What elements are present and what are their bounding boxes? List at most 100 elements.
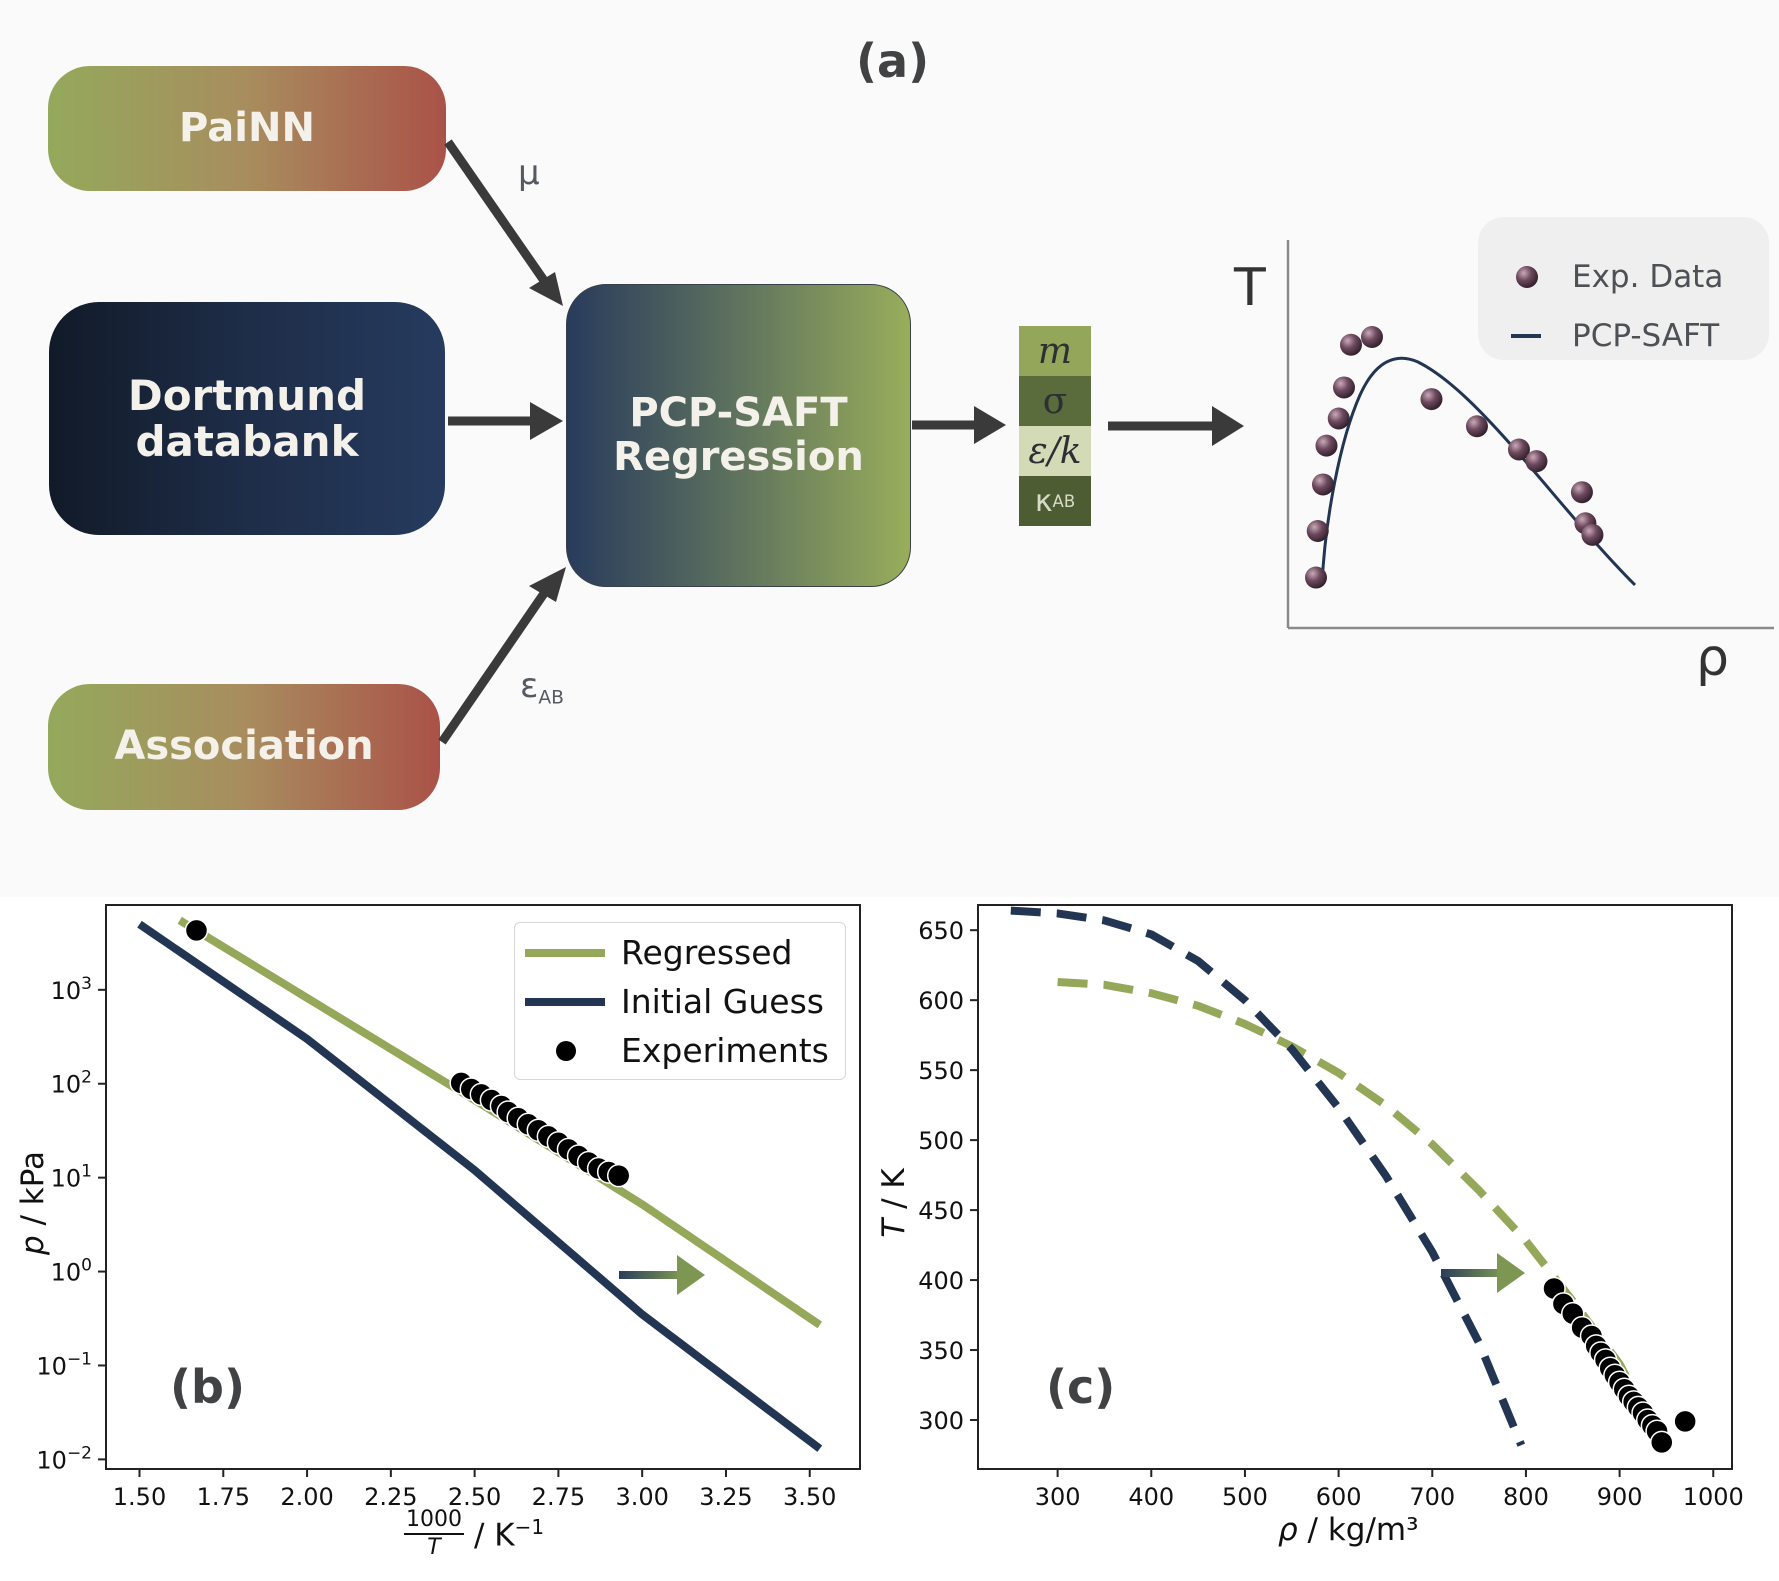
y-tick-label: 500 [918,1127,964,1155]
y-tick-label: 102 [51,1068,92,1099]
param-eps-k: ε/k [1019,426,1091,476]
arrow-dortmund-to-pcp [448,402,563,440]
arrow-pcp-to-params [912,406,1006,444]
chart-c-x-ticks: 300 400 500 600 700 800 900 1000 [1035,1469,1744,1511]
x-tick-label: 900 [1597,1483,1643,1511]
x-tick-label: 2.00 [280,1483,333,1511]
legend-exp-data: Exp. Data [1478,257,1769,297]
schematic-y-label: T [1234,258,1266,318]
association-box: Association [48,684,440,810]
pcp-label-line2: Regression [613,433,864,480]
chart-b-x-ticks: 1.50 1.75 2.00 2.25 2.50 2.75 3.00 3.25 3.50 [113,1469,836,1511]
data-point [1650,1430,1674,1455]
param-m: m [1019,326,1091,376]
pcp-saft-regression-box: PCP-SAFT Regression [566,284,911,587]
dortmund-databank-box: Dortmund databank [49,302,445,535]
y-label-unit: / K [876,1168,912,1219]
series-initial-guess [1010,906,1525,1447]
chart-b-x-label: 1000 T / K−1 [404,1509,544,1559]
schematic-data-point [1315,434,1338,457]
y-tick-label: 103 [51,974,92,1005]
chart-b-frame [105,904,861,1470]
x-tick-label: 1.50 [113,1483,166,1511]
x-label-unit-exp: −1 [514,1514,545,1539]
chart-c-shift-arrow [1441,1253,1525,1293]
legend-initial-guess: Initial Guess [515,978,845,1024]
schematic-data-point [1507,438,1530,461]
arrow-painn-to-pcp [444,139,563,306]
series-experiments [1542,1276,1697,1455]
epsilon-ab-label: εAB [520,666,564,709]
param-kappa-ab: κ AB [1019,476,1091,526]
schematic-points [1304,326,1604,589]
flow-arrows [438,139,1244,745]
schematic-x-label: ρ [1696,628,1730,688]
y-tick-label: 10−1 [36,1349,92,1380]
schematic-data-point [1570,481,1593,504]
panel-a: (a) PaiNN Dortmund databank Association … [48,34,1774,810]
x-tick-label: 3.25 [699,1483,752,1511]
x-tick-label: 700 [1409,1483,1455,1511]
arrow-params-to-plot [1108,406,1244,446]
dortmund-label-line1: Dortmund [127,371,367,421]
pcp-saft-parameter-stack: m σ ε/k κ AB [1019,326,1091,526]
series-experiments [184,918,631,1188]
chart-b-shift-arrow [619,1255,705,1295]
series-regressed [1057,978,1656,1429]
y-tick-label: 650 [918,917,964,945]
x-tick-label: 800 [1503,1483,1549,1511]
schematic-data-point [1311,473,1334,496]
chart-c-coexistence: 300 400 500 600 700 800 900 1000 650 600 550 500 45… [918,904,1744,1511]
x-label-unit: / K [474,1517,515,1554]
schematic-data-point [1304,566,1327,589]
painn-label: PaiNN [179,104,315,151]
chart-b-vapor-pressure: 1.50 1.75 2.00 2.25 2.50 2.75 3.00 3.25 3.50 103… [36,904,861,1511]
chart-b-legend: Regressed Initial Guess Experiments [514,922,846,1080]
x-tick-label: 2.50 [448,1483,501,1511]
schematic-data-point [1465,415,1488,438]
y-label-unit: / kPa [15,1150,51,1236]
chart-c-x-label: ρ / kg/m³ [1278,1512,1419,1548]
x-tick-label: 1.75 [197,1483,250,1511]
x-tick-label: 500 [1222,1483,1268,1511]
mu-label: μ [518,153,540,193]
y-tick-label: 10−2 [36,1443,92,1474]
schematic-data-point [1420,388,1443,411]
x-label-denominator: T [427,1535,441,1560]
panel-c-tag: (c) [1046,1360,1116,1414]
panel-b-tag: (b) [170,1360,245,1414]
x-tick-label: 1000 [1683,1483,1744,1511]
chart-c-series [1010,906,1697,1455]
series-initial-guess [137,920,823,1452]
schematic-data-point [1332,376,1355,399]
epsilon-subscript: AB [538,687,564,709]
chart-b-y-label: p / kPa [15,1118,51,1288]
x-tick-label: 300 [1035,1483,1081,1511]
y-tick-label: 100 [51,1256,92,1287]
arrow-association-to-pcp [438,567,566,745]
legend-experiments: Experiments [515,1027,845,1073]
x-tick-label: 3.50 [783,1483,836,1511]
chart-b-series [137,916,823,1452]
x-tick-label: 400 [1128,1483,1174,1511]
chart-c-y-ticks: 650 600 550 500 450 400 350 300 [918,917,978,1435]
kappa-symbol: κ [1034,483,1053,519]
schematic-data-point [1327,407,1350,430]
schematic-data-point [1339,333,1362,356]
y-tick-label: 300 [918,1407,964,1435]
y-label-var: p [15,1235,51,1256]
schematic-data-point [1581,523,1604,546]
y-tick-label: 600 [918,987,964,1015]
epsilon-symbol: ε [520,666,539,706]
y-label-var: T [876,1218,912,1238]
schematic-model-curve [1320,356,1637,587]
chart-b-y-ticks: 103 102 101 100 10−1 10−2 [36,974,106,1474]
x-tick-label: 2.25 [364,1483,417,1511]
dortmund-label-line2: databank [135,416,359,466]
data-point [184,918,209,943]
y-tick-label: 550 [918,1057,964,1085]
schematic-phase-plot [1286,240,1774,630]
y-tick-label: 400 [918,1267,964,1295]
y-tick-label: 101 [51,1162,92,1193]
legend-pcp-saft: PCP-SAFT [1511,318,1720,354]
